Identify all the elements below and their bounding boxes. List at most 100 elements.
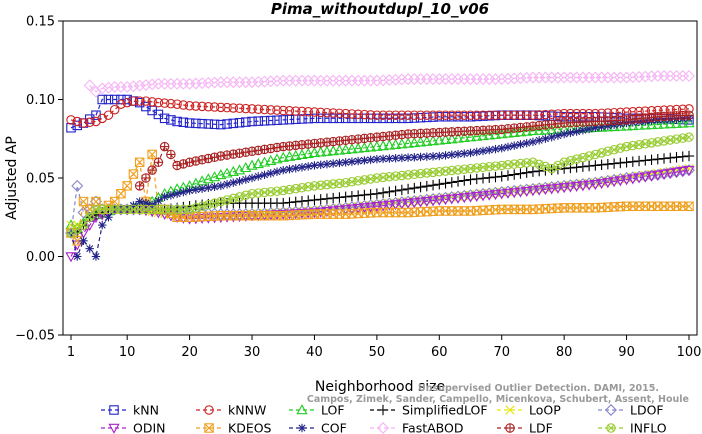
data-point — [122, 94, 132, 105]
data-point — [285, 165, 294, 174]
data-point — [83, 79, 96, 92]
data-point — [141, 173, 151, 183]
data-point — [684, 201, 694, 212]
data-point — [539, 124, 552, 135]
data-point — [633, 70, 646, 83]
data-point — [608, 158, 620, 169]
data-point — [66, 115, 76, 125]
legend-swatch-marker — [297, 423, 307, 433]
data-point — [328, 159, 338, 168]
data-point — [453, 149, 463, 159]
data-point — [409, 113, 420, 123]
x-tick-label: 60 — [431, 345, 448, 360]
data-point — [559, 108, 569, 119]
data-point — [78, 196, 89, 207]
data-point — [365, 133, 376, 143]
data-point — [147, 165, 157, 175]
legend-label: kNN — [133, 403, 159, 418]
data-point — [389, 200, 402, 211]
data-point — [627, 156, 639, 167]
data-point — [658, 118, 670, 129]
data-point — [520, 71, 533, 84]
data-point — [377, 74, 390, 87]
data-point — [303, 139, 313, 149]
data-point — [102, 81, 115, 94]
data-point — [247, 104, 257, 114]
data-point — [166, 115, 176, 125]
data-point — [72, 120, 82, 131]
data-point — [366, 155, 375, 164]
y-tick-label: 0.05 — [26, 172, 55, 187]
data-point — [547, 132, 556, 142]
data-point — [221, 167, 233, 178]
data-point — [234, 117, 245, 128]
x-tick-label: 1 — [67, 345, 75, 360]
data-point — [234, 103, 245, 114]
data-point — [309, 107, 320, 117]
series-fastabod — [83, 69, 695, 98]
data-point — [378, 154, 388, 164]
data-point — [671, 152, 682, 163]
data-point — [435, 151, 444, 161]
data-point — [453, 110, 463, 120]
data-point — [116, 99, 126, 109]
data-point — [247, 116, 257, 127]
data-point — [265, 154, 277, 165]
legend-entry-cof: COF — [289, 421, 347, 434]
data-point — [259, 144, 270, 155]
data-point — [602, 158, 614, 170]
data-point — [334, 113, 345, 124]
data-point — [127, 80, 140, 93]
data-point — [134, 181, 145, 191]
data-point — [421, 180, 433, 192]
data-point — [104, 213, 113, 222]
data-point — [446, 133, 458, 144]
data-point — [364, 141, 377, 152]
data-point — [503, 110, 513, 120]
data-point — [496, 110, 507, 120]
data-point — [483, 190, 495, 201]
data-point — [589, 180, 602, 191]
data-point — [440, 178, 451, 189]
data-point — [464, 192, 477, 203]
data-point — [177, 204, 190, 217]
data-point — [303, 113, 313, 124]
data-point — [578, 126, 588, 135]
data-point — [246, 76, 259, 89]
data-point — [459, 110, 470, 120]
data-point — [553, 118, 563, 129]
data-point — [490, 161, 501, 171]
data-point — [497, 143, 506, 153]
data-point — [297, 106, 307, 117]
data-point — [646, 154, 657, 165]
data-point — [228, 103, 239, 113]
data-point — [89, 195, 102, 208]
legend-entry-odin: ODIN — [101, 421, 166, 434]
data-point — [377, 187, 389, 198]
data-point — [527, 125, 539, 136]
data-point — [508, 72, 521, 85]
data-point — [322, 107, 332, 118]
data-point — [677, 151, 688, 162]
data-point — [353, 156, 363, 166]
data-point — [303, 195, 314, 206]
data-point — [546, 109, 557, 120]
data-point — [277, 151, 289, 162]
data-point — [502, 188, 514, 199]
data-point — [683, 165, 695, 176]
data-point — [121, 80, 134, 93]
data-point — [216, 102, 226, 113]
data-point — [384, 131, 395, 141]
data-point — [191, 118, 201, 129]
data-point — [315, 194, 326, 205]
data-point — [166, 98, 176, 109]
data-point — [414, 197, 427, 208]
data-point — [335, 158, 344, 168]
data-point — [353, 134, 363, 144]
data-point — [297, 163, 307, 172]
data-point — [516, 140, 525, 149]
data-point — [384, 113, 395, 124]
data-point — [284, 106, 295, 116]
data-point — [122, 181, 132, 191]
data-point — [633, 155, 645, 167]
